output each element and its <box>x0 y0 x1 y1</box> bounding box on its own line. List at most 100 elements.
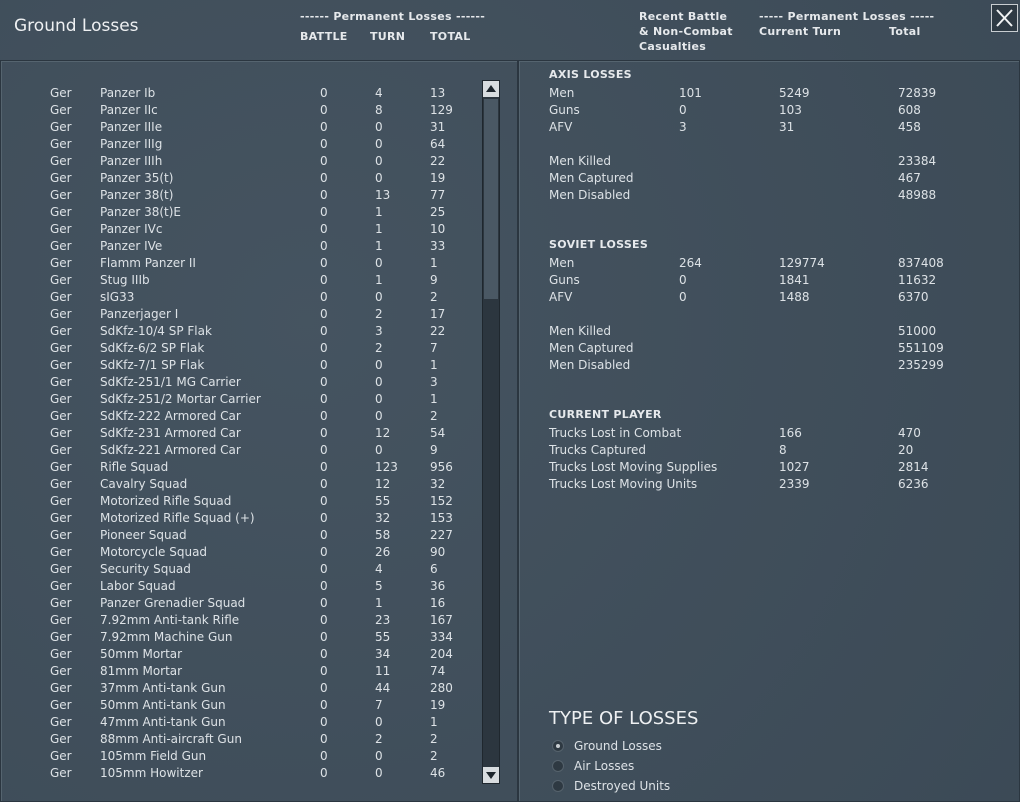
loss-value: 837408 <box>898 256 944 270</box>
loss-value: 16 <box>430 596 446 610</box>
row-label: Trucks Lost in Combat <box>549 426 682 440</box>
radio-button[interactable] <box>552 760 564 772</box>
unit-name: Motorized Rifle Squad (+) <box>100 511 255 525</box>
loss-value: 2 <box>375 307 383 321</box>
column-header: Casualties <box>639 40 707 53</box>
loss-value: 19 <box>430 698 446 712</box>
radio-button[interactable] <box>552 740 564 752</box>
loss-value: 0 <box>375 443 383 457</box>
loss-value: 17 <box>430 307 446 321</box>
loss-value: 153 <box>430 511 453 525</box>
unit-name: 47mm Anti-tank Gun <box>100 715 226 729</box>
loss-value: 5249 <box>779 86 810 100</box>
nation: Ger <box>50 732 72 746</box>
radio-label[interactable]: Destroyed Units <box>574 779 671 793</box>
scroll-up[interactable] <box>483 81 499 97</box>
loss-value: 13 <box>430 86 446 100</box>
radio-button[interactable] <box>552 780 564 792</box>
loss-value: 1 <box>375 273 383 287</box>
scroll-down[interactable] <box>483 767 499 783</box>
close-button[interactable] <box>991 4 1018 32</box>
radio-label[interactable]: Ground Losses <box>574 739 662 753</box>
unit-name: Security Squad <box>100 562 191 576</box>
loss-value: 0 <box>320 341 328 355</box>
loss-value: 0 <box>320 477 328 491</box>
loss-value: 58 <box>375 528 391 542</box>
row-label: Trucks Lost Moving Supplies <box>549 460 718 474</box>
loss-value: 1027 <box>779 460 810 474</box>
loss-value: 32 <box>430 477 446 491</box>
loss-value: 51000 <box>898 324 937 338</box>
loss-value: 1841 <box>779 273 810 287</box>
loss-value: 36 <box>430 579 446 593</box>
nation: Ger <box>50 290 72 304</box>
nation: Ger <box>50 596 72 610</box>
loss-value: 6 <box>430 562 438 576</box>
column-header: Current Turn <box>759 25 842 38</box>
loss-value: 0 <box>375 154 383 168</box>
loss-value: 0 <box>320 562 328 576</box>
nation: Ger <box>50 766 72 780</box>
loss-value: 8 <box>375 103 383 117</box>
loss-value: 0 <box>320 205 328 219</box>
loss-value: 0 <box>375 290 383 304</box>
loss-value: 0 <box>375 766 383 780</box>
loss-value: 3 <box>375 324 383 338</box>
unit-name: 81mm Mortar <box>100 664 183 678</box>
column-header: & Non-Combat <box>639 25 733 38</box>
loss-value: 956 <box>430 460 453 474</box>
section-title: SOVIET LOSSES <box>549 238 649 251</box>
loss-value: 10 <box>430 222 446 236</box>
loss-value: 7 <box>375 698 383 712</box>
unit-name: Panzer IIIh <box>100 154 163 168</box>
unit-name: Panzer IIc <box>100 103 158 117</box>
loss-value: 0 <box>375 392 383 406</box>
loss-value: 34 <box>375 647 391 661</box>
loss-value: 103 <box>779 103 802 117</box>
unit-name: SdKfz-221 Armored Car <box>100 443 241 457</box>
nation: Ger <box>50 460 72 474</box>
loss-value: 470 <box>898 426 921 440</box>
loss-value: 6370 <box>898 290 929 304</box>
loss-value: 4 <box>375 562 383 576</box>
nation: Ger <box>50 664 72 678</box>
loss-value: 227 <box>430 528 453 542</box>
section-title: CURRENT PLAYER <box>549 408 662 421</box>
loss-value: 0 <box>375 120 383 134</box>
loss-value: 1 <box>430 715 438 729</box>
loss-value: 0 <box>320 307 328 321</box>
loss-value: 0 <box>320 120 328 134</box>
loss-value: 0 <box>320 613 328 627</box>
loss-value: 0 <box>320 222 328 236</box>
row-label: AFV <box>549 120 573 134</box>
loss-value: 166 <box>779 426 802 440</box>
nation: Ger <box>50 698 72 712</box>
loss-value: 19 <box>430 171 446 185</box>
loss-value: 0 <box>320 698 328 712</box>
loss-value: 0 <box>320 443 328 457</box>
unit-name: Panzer IVe <box>100 239 163 253</box>
unit-name: 37mm Anti-tank Gun <box>100 681 226 695</box>
loss-value: 64 <box>430 137 446 151</box>
scroll-thumb[interactable] <box>484 99 498 299</box>
loss-value: 0 <box>320 579 328 593</box>
scrollbar[interactable] <box>482 80 500 784</box>
loss-value: 11632 <box>898 273 937 287</box>
loss-value: 20 <box>898 443 914 457</box>
loss-value: 0 <box>375 256 383 270</box>
loss-value: 152 <box>430 494 453 508</box>
unit-name: 88mm Anti-aircraft Gun <box>100 732 242 746</box>
unit-name: Motorcycle Squad <box>100 545 208 559</box>
unit-name: Panzer Ib <box>100 86 156 100</box>
nation: Ger <box>50 613 72 627</box>
loss-value: 0 <box>320 766 328 780</box>
loss-value: 1 <box>430 256 438 270</box>
unit-name: SdKfz-222 Armored Car <box>100 409 241 423</box>
screen-title: Ground Losses <box>14 16 139 36</box>
radio-label[interactable]: Air Losses <box>574 759 635 773</box>
unit-name: SdKfz-7/1 SP Flak <box>100 358 205 372</box>
unit-name: SdKfz-251/2 Mortar Carrier <box>100 392 261 406</box>
nation: Ger <box>50 239 72 253</box>
loss-value: 0 <box>320 375 328 389</box>
